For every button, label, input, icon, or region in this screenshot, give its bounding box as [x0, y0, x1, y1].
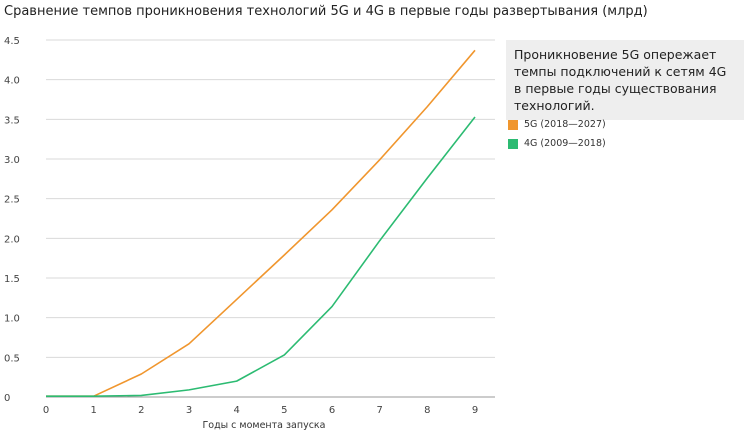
series-line-4g — [46, 116, 476, 398]
legend-swatch-4g — [508, 138, 518, 149]
x-tick-label-1: 1 — [90, 405, 96, 416]
annotation-callout: Проникновение 5G опережает темпы подключ… — [506, 40, 744, 120]
x-tick-label-2: 2 — [138, 405, 144, 416]
y-tick-label-6: 3.0 — [4, 155, 20, 166]
legend-label-4g: 4G (2009—2018) — [524, 138, 606, 149]
x-tick-label-3: 3 — [186, 405, 192, 416]
legend-item-4g: 4G (2009—2018) — [508, 137, 606, 150]
y-tick-label-0: 0 — [4, 393, 10, 404]
y-tick-label-1: 0.5 — [4, 353, 20, 364]
y-tick-label-5: 2.5 — [4, 195, 20, 206]
x-tick-label-7: 7 — [376, 405, 382, 416]
y-tick-label-9: 4.5 — [4, 36, 20, 47]
x-tick-label-0: 0 — [43, 405, 49, 416]
legend-item-5g: 5G (2018—2027) — [508, 118, 606, 131]
chart-legend: 5G (2018—2027) 4G (2009—2018) — [508, 118, 606, 156]
x-tick-label-8: 8 — [424, 405, 430, 416]
x-tick-label-4: 4 — [233, 405, 239, 416]
y-tick-label-3: 1.5 — [4, 274, 20, 285]
legend-label-5g: 5G (2018—2027) — [524, 119, 606, 130]
x-tick-label-6: 6 — [329, 405, 335, 416]
y-tick-label-4: 2.0 — [4, 234, 20, 245]
y-tick-label-8: 4.0 — [4, 76, 20, 87]
y-tick-label-7: 3.5 — [4, 115, 20, 126]
legend-swatch-5g — [508, 119, 518, 130]
x-axis-label: Годы с момента запуска — [202, 420, 325, 431]
x-tick-label-5: 5 — [281, 405, 287, 416]
y-tick-label-2: 1.0 — [4, 314, 20, 325]
x-tick-label-9: 9 — [472, 405, 478, 416]
chart-title: Сравнение темпов проникновения технологи… — [4, 4, 648, 19]
series-line-5g — [46, 49, 476, 398]
